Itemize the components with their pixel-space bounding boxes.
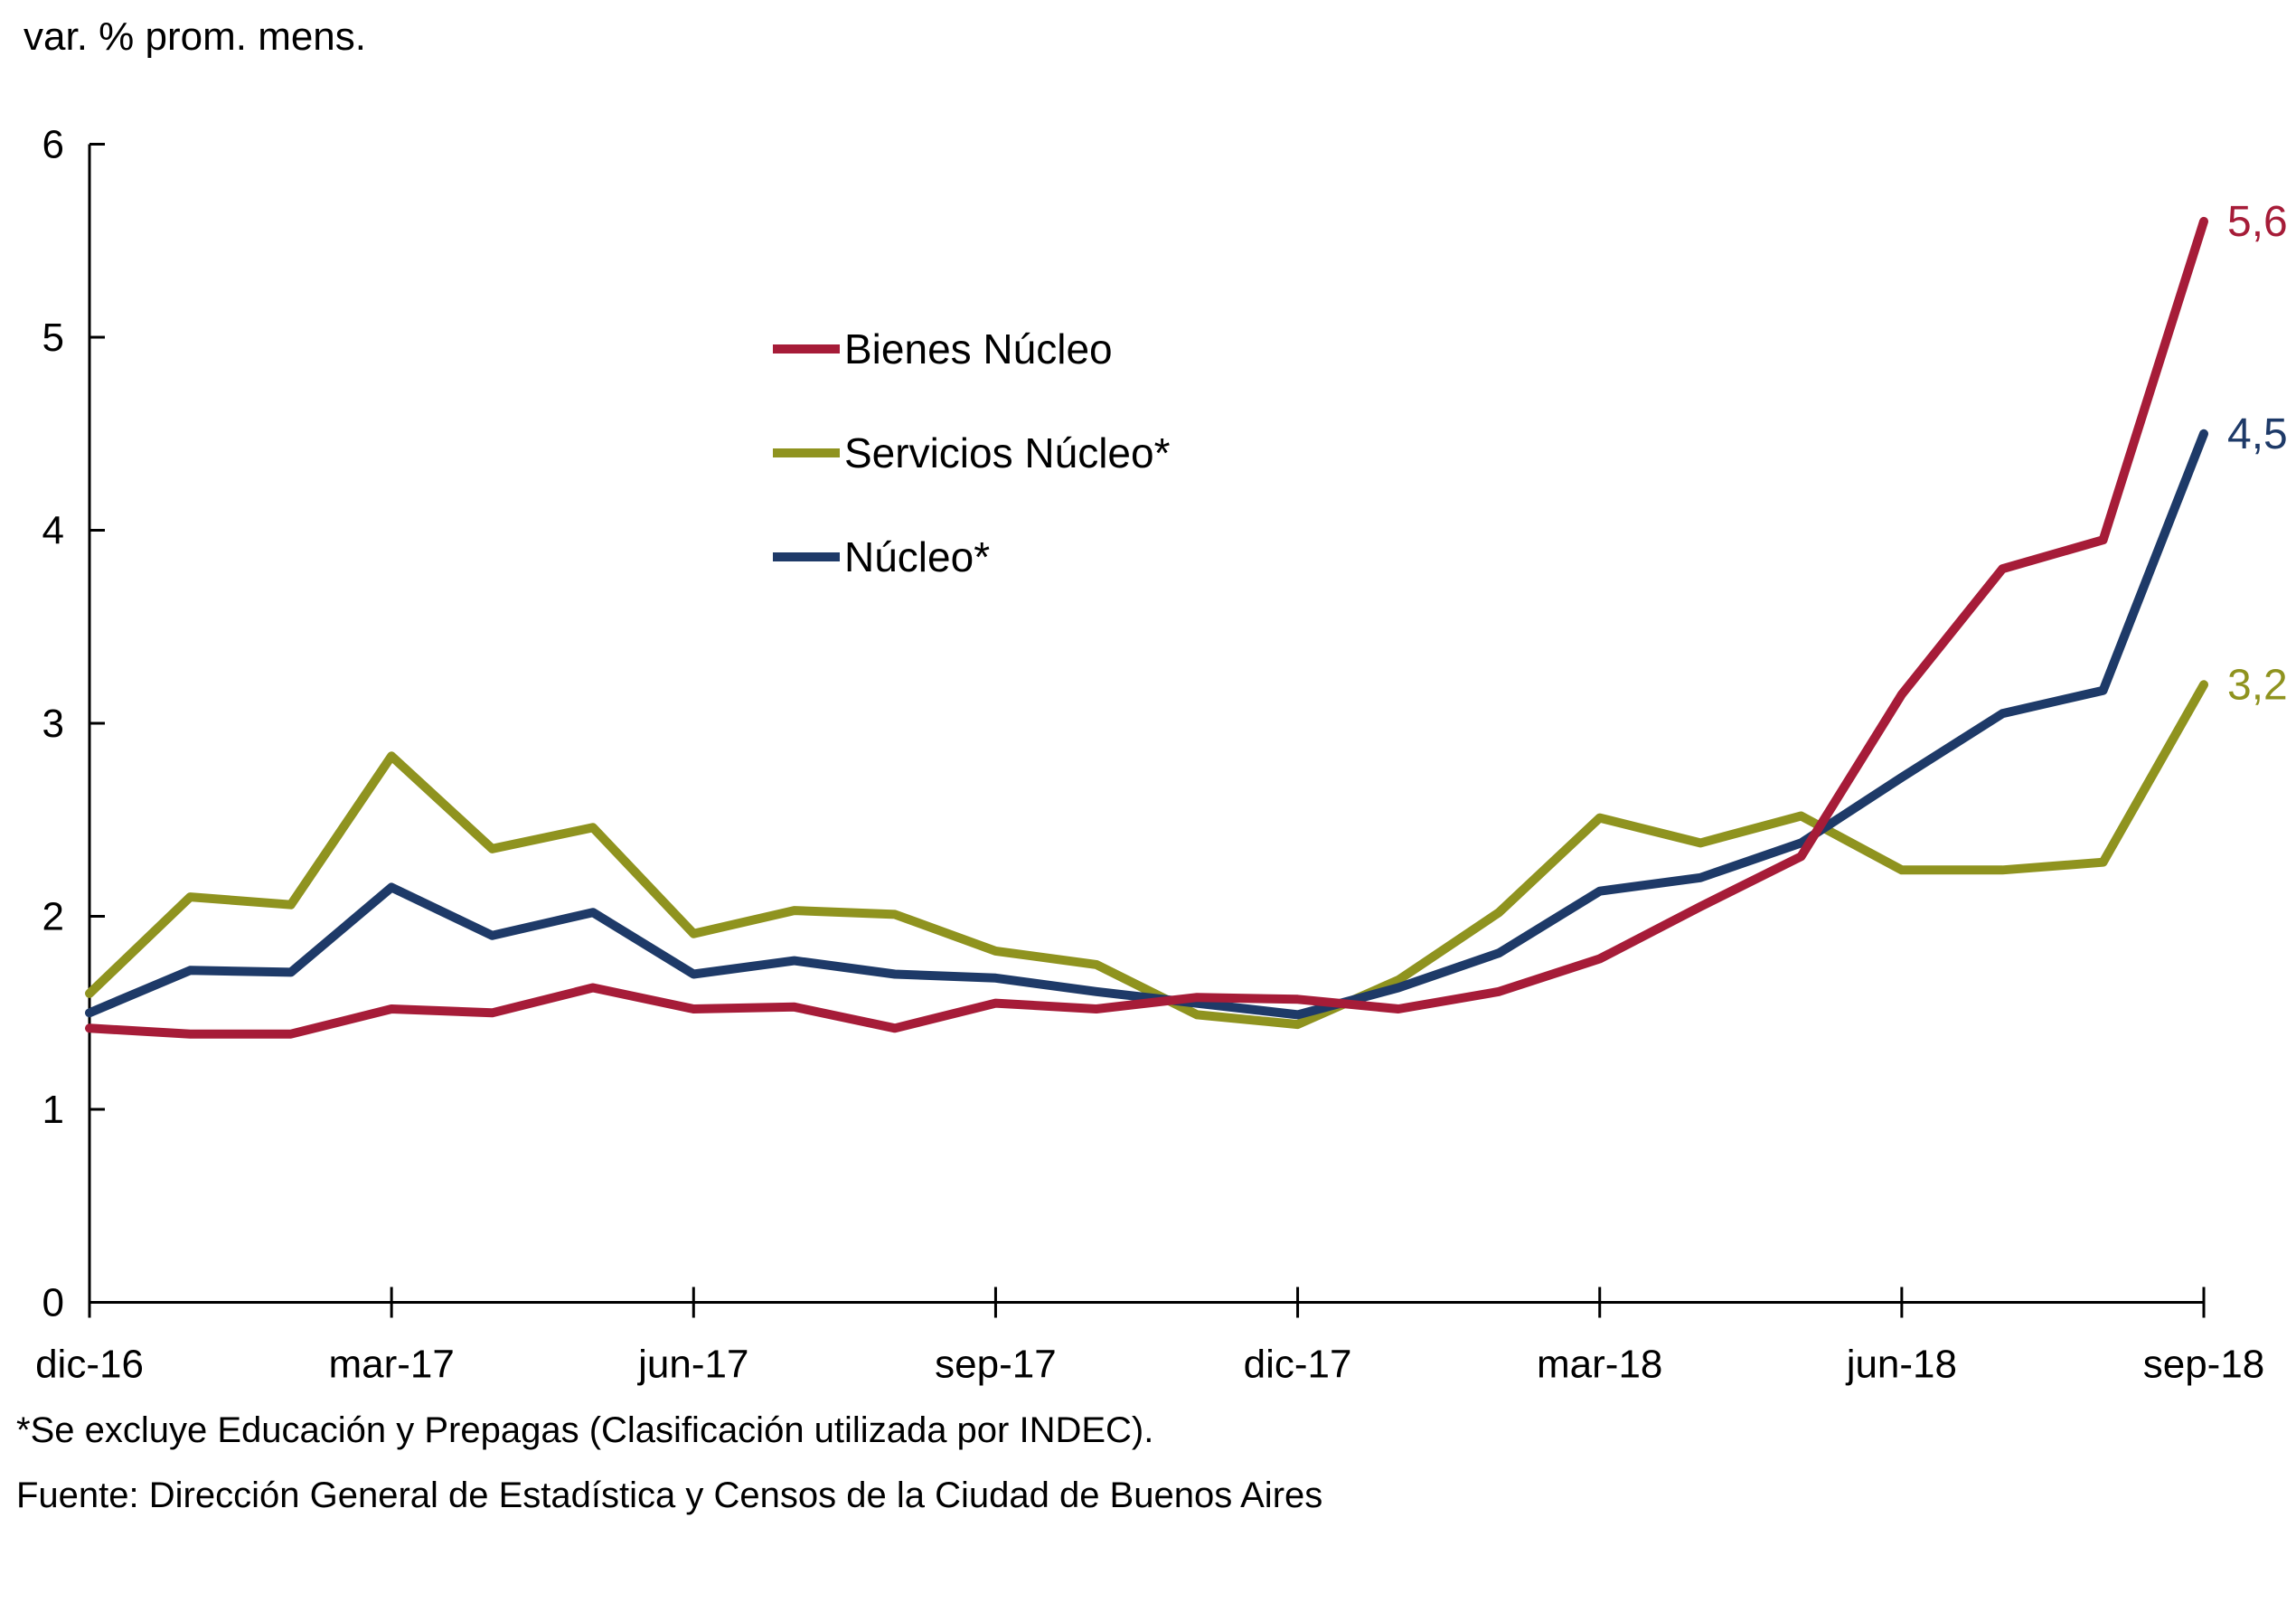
legend: Bienes Núcleo Servicios Núcleo* Núcleo* — [773, 325, 1170, 637]
legend-swatch-bienes-nucleo-icon — [773, 344, 840, 354]
series-end-label-0: 5,6 — [2227, 198, 2288, 246]
legend-label-nucleo: Núcleo* — [844, 533, 991, 580]
legend-item-servicios-nucleo: Servicios Núcleo* — [773, 429, 1170, 476]
y-tick-label: 5 — [42, 316, 64, 360]
series-end-label-2: 4,5 — [2227, 410, 2288, 458]
y-tick-label: 4 — [42, 509, 64, 553]
x-tick-label: dic-17 — [1244, 1343, 1352, 1387]
legend-swatch-servicios-nucleo-icon — [773, 448, 840, 457]
legend-item-nucleo: Núcleo* — [773, 533, 1170, 580]
series-line-2 — [85, 429, 2208, 1020]
legend-label-servicios-nucleo: Servicios Núcleo* — [844, 429, 1171, 476]
footnote-source: Fuente: Dirección General de Estadística… — [16, 1475, 1323, 1515]
legend-item-bienes-nucleo: Bienes Núcleo — [773, 325, 1170, 372]
y-tick-label: 0 — [42, 1281, 64, 1325]
series-line-1 — [85, 680, 2208, 1030]
x-tick-label: sep-18 — [2143, 1343, 2265, 1387]
y-tick-label: 2 — [42, 895, 64, 939]
y-tick-label: 3 — [42, 702, 64, 746]
x-tick-label: dic-16 — [35, 1343, 144, 1387]
x-tick-label: sep-17 — [935, 1343, 1057, 1387]
y-tick-label: 1 — [42, 1088, 64, 1132]
chart-title: var. % prom. mens. — [24, 14, 367, 59]
y-tick-label: 6 — [42, 123, 64, 167]
x-tick-label: mar-17 — [328, 1343, 454, 1387]
series-line-0 — [85, 216, 2208, 1039]
x-tick-label: jun-18 — [1845, 1343, 1957, 1387]
legend-swatch-nucleo-icon — [773, 552, 840, 561]
legend-label-bienes-nucleo: Bienes Núcleo — [844, 325, 1113, 372]
series-end-label-1: 3,2 — [2227, 661, 2288, 709]
x-tick-label: jun-17 — [636, 1343, 748, 1387]
x-tick-label: mar-18 — [1537, 1343, 1662, 1387]
footnote-exclusion: *Se excluye Educación y Prepagas (Clasif… — [16, 1410, 1154, 1450]
